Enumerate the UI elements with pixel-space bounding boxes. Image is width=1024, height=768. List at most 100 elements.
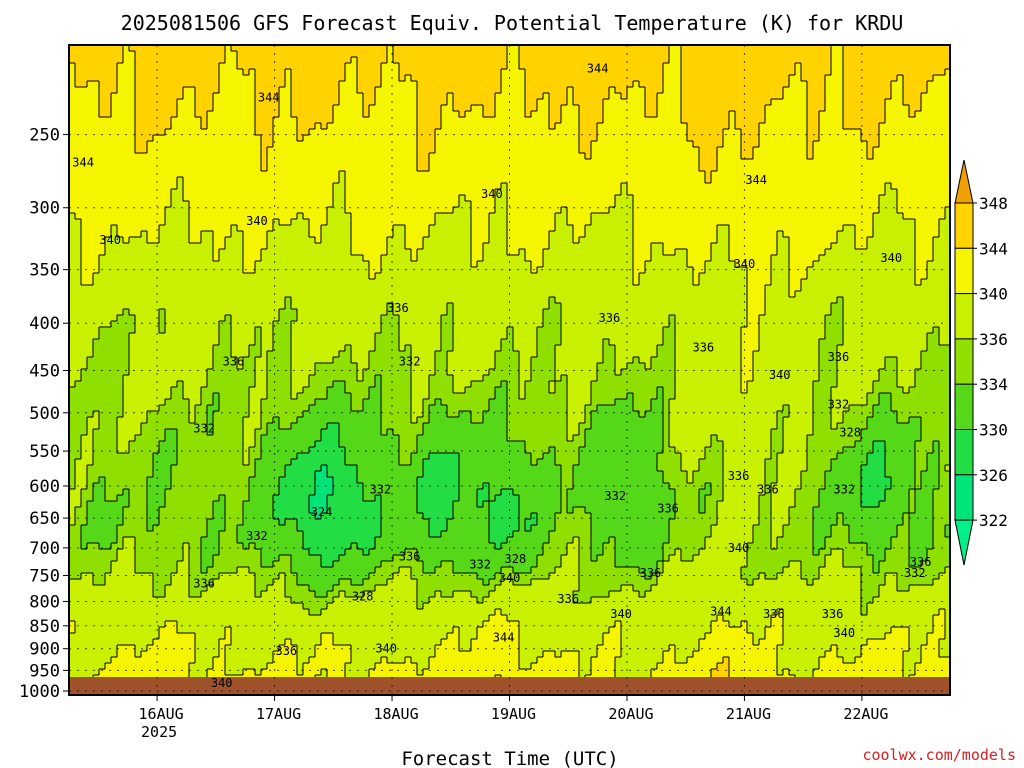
field-cell — [189, 81, 196, 88]
field-cell — [447, 171, 454, 178]
field-cell — [801, 165, 808, 172]
field-cell — [195, 207, 202, 214]
field-cell — [291, 129, 298, 136]
field-cell — [177, 213, 184, 220]
field-cell — [777, 171, 784, 178]
field-cell — [303, 165, 310, 172]
field-cell — [723, 231, 730, 238]
field-cell — [99, 75, 106, 82]
field-cell — [537, 213, 544, 220]
field-cell — [321, 165, 328, 172]
field-cell — [645, 51, 652, 58]
field-cell — [165, 57, 172, 64]
field-cell — [315, 195, 322, 202]
field-cell — [435, 147, 442, 154]
field-cell — [153, 45, 160, 52]
field-cell — [537, 231, 544, 238]
field-cell — [891, 237, 898, 244]
field-cell — [351, 195, 358, 202]
field-cell — [459, 63, 466, 70]
field-cell — [159, 183, 166, 190]
field-cell — [159, 123, 166, 130]
field-cell — [267, 81, 274, 88]
field-cell — [453, 153, 460, 160]
field-cell — [459, 99, 466, 106]
field-cell — [681, 171, 688, 178]
field-cell — [339, 81, 346, 88]
field-cell — [855, 87, 862, 94]
field-cell — [99, 141, 106, 148]
field-cell — [927, 225, 934, 232]
field-cell — [513, 213, 520, 220]
field-cell — [231, 243, 238, 250]
field-cell — [921, 63, 928, 70]
field-cell — [675, 177, 682, 184]
field-cell — [357, 111, 364, 118]
field-cell — [285, 69, 292, 76]
field-cell — [651, 117, 658, 124]
field-cell — [717, 111, 724, 118]
field-cell — [507, 111, 514, 118]
field-cell — [399, 237, 406, 244]
field-cell — [693, 195, 700, 202]
field-cell — [201, 183, 208, 190]
field-cell — [477, 57, 484, 64]
field-cell — [201, 111, 208, 118]
field-cell — [543, 237, 550, 244]
field-cell — [423, 195, 430, 202]
field-cell — [675, 219, 682, 226]
field-cell — [837, 45, 844, 52]
field-cell — [681, 177, 688, 184]
field-cell — [273, 123, 280, 130]
field-cell — [93, 141, 100, 148]
field-cell — [861, 147, 868, 154]
field-cell — [471, 81, 478, 88]
field-cell — [267, 87, 274, 94]
field-cell — [657, 45, 664, 52]
field-cell — [651, 243, 658, 250]
field-cell — [573, 213, 580, 220]
field-cell — [537, 111, 544, 118]
field-cell — [831, 165, 838, 172]
field-cell — [153, 129, 160, 136]
field-cell — [123, 75, 130, 82]
field-cell — [897, 81, 904, 88]
field-cell — [519, 189, 526, 196]
field-cell — [735, 243, 742, 250]
field-cell — [699, 105, 706, 112]
field-cell — [225, 93, 232, 100]
field-cell — [165, 75, 172, 82]
field-cell — [849, 75, 856, 82]
field-cell — [657, 99, 664, 106]
field-cell — [285, 141, 292, 148]
field-cell — [819, 111, 826, 118]
field-cell — [459, 243, 466, 250]
field-cell — [837, 159, 844, 166]
field-cell — [897, 237, 904, 244]
field-cell — [117, 177, 124, 184]
field-cell — [453, 135, 460, 142]
field-cell — [213, 171, 220, 178]
field-cell — [495, 99, 502, 106]
field-cell — [219, 219, 226, 226]
field-cell — [345, 231, 352, 238]
field-cell — [759, 117, 766, 124]
field-cell — [129, 243, 136, 250]
field-cell — [129, 201, 136, 208]
field-cell — [453, 141, 460, 148]
field-cell — [849, 243, 856, 250]
field-cell — [69, 243, 76, 250]
field-cell — [639, 45, 646, 52]
field-cell — [555, 69, 562, 76]
field-cell — [321, 141, 328, 148]
field-cell — [81, 129, 88, 136]
field-cell — [105, 129, 112, 136]
field-cell — [267, 57, 274, 64]
field-cell — [201, 153, 208, 160]
field-cell — [681, 159, 688, 166]
field-cell — [429, 219, 436, 226]
field-cell — [705, 219, 712, 226]
field-cell — [711, 231, 718, 238]
field-cell — [561, 75, 568, 82]
field-cell — [141, 105, 148, 112]
